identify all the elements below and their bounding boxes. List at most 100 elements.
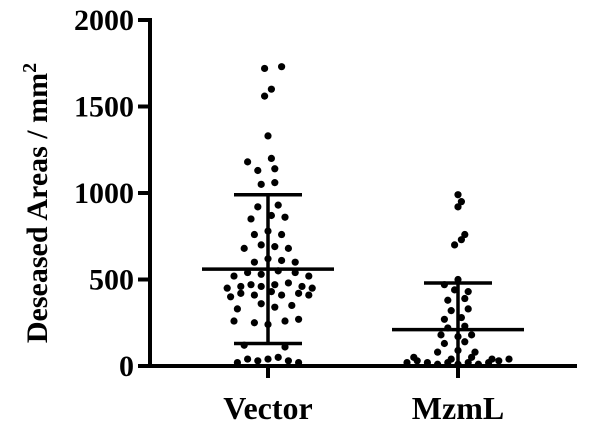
y-tick-label: 2000 [74,4,134,37]
data-point [451,241,459,249]
data-point [244,158,252,166]
y-axis-title-superscript: 2 [19,63,41,73]
data-point [257,241,265,249]
data-point [254,203,262,211]
data-point [284,279,292,287]
data-point [495,357,503,365]
data-point [271,303,279,311]
data-point [278,63,286,71]
data-point [264,355,272,363]
data-point [295,315,303,323]
data-point [274,201,282,209]
data-point [474,360,482,368]
data-point [295,358,303,367]
data-point [288,301,296,310]
data-point [403,358,411,367]
data-points [223,63,513,368]
data-point [247,215,255,223]
data-point [295,289,303,297]
data-point [471,348,479,356]
y-tick-label: 1000 [74,177,134,210]
data-point [440,339,448,348]
data-point [271,179,279,187]
data-point [230,317,238,325]
data-point [308,284,316,292]
data-point [464,358,472,367]
data-point [230,272,238,280]
data-point [468,353,476,361]
data-point [437,331,445,339]
axes [148,18,577,368]
data-point [257,270,265,278]
data-point [440,315,448,323]
data-point [278,230,286,239]
y-axis-title: Deseased Areas / mm2 [19,63,54,343]
data-point [254,166,262,175]
data-point [305,291,313,299]
data-point [257,180,265,188]
data-point [505,355,513,363]
data-point [423,358,431,367]
data-point [447,355,455,363]
category-label: MzmL [412,390,504,426]
data-point [284,357,292,365]
data-point [227,293,235,301]
error-bars [202,192,524,366]
data-point [240,244,248,252]
data-point [247,281,255,289]
data-point [267,154,275,162]
data-point [461,294,469,303]
category-labels: Vector MzmL [223,366,504,426]
data-point [233,358,241,367]
y-tick-label: 0 [119,350,134,383]
data-point [257,282,265,291]
data-point [278,256,286,265]
data-point [264,132,272,140]
data-point [271,165,279,173]
data-point [457,236,465,244]
data-point [257,300,265,308]
data-point [410,353,418,361]
data-point [444,296,452,304]
data-point [250,258,258,266]
data-point [464,305,472,313]
data-point [434,360,442,368]
data-point [434,348,442,356]
data-point [233,305,241,313]
data-point [261,92,269,100]
data-point [284,244,292,252]
data-point [457,198,465,206]
data-point [244,355,252,363]
y-axis-title-main: Deseased Areas / mm [21,73,54,343]
data-point [250,319,258,327]
data-point [461,338,469,346]
data-point [237,289,245,297]
data-point [261,64,269,73]
data-point [298,282,306,291]
category-label: Vector [223,390,312,426]
y-tick-label: 500 [89,264,134,297]
data-point [250,230,258,239]
data-point [454,191,462,199]
data-point [267,85,275,93]
data-point [223,284,231,292]
y-tick-label: 1500 [74,91,134,124]
data-point [291,258,299,266]
data-point [278,291,286,299]
data-point [271,243,279,251]
data-point [281,317,289,325]
data-point [454,203,462,211]
data-point [237,282,245,291]
data-point [271,281,279,289]
data-point [305,272,313,280]
data-point [274,353,282,361]
data-point [254,357,262,365]
data-point [488,355,496,363]
data-point [468,331,476,339]
y-ticks: 0 500 1000 1500 2000 [74,4,150,383]
data-point [461,230,469,239]
y-axis-title-text: Deseased Areas / mm2 [19,63,54,343]
data-point [447,307,455,315]
data-point [250,291,258,299]
